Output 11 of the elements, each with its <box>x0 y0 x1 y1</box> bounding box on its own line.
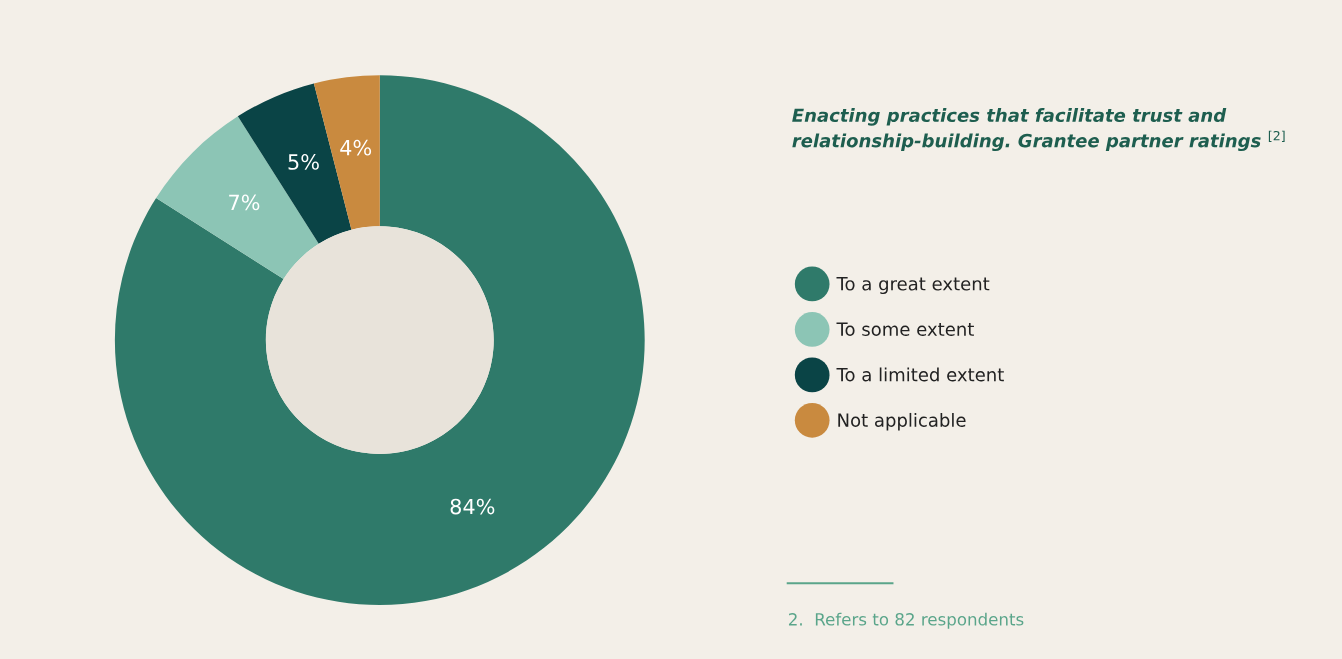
legend-label: To a limited extent <box>836 367 1004 382</box>
data-label: 5% <box>288 154 319 170</box>
legend-label: To some extent <box>836 322 974 336</box>
data-label: 84% <box>450 498 495 515</box>
legend-label: Not applicable <box>838 412 966 431</box>
text: Enacting practices that facilitate trust and relationship-building. Grantee partner ratings $^{[2]}$ <box>792 108 1285 152</box>
text: 2. Refers to 82 respondents <box>788 612 1024 629</box>
data-label: 4% <box>340 139 372 156</box>
donut-slice <box>156 116 319 280</box>
legend-label: To a great extent <box>836 277 990 295</box>
data-label: 7% <box>229 194 260 211</box>
